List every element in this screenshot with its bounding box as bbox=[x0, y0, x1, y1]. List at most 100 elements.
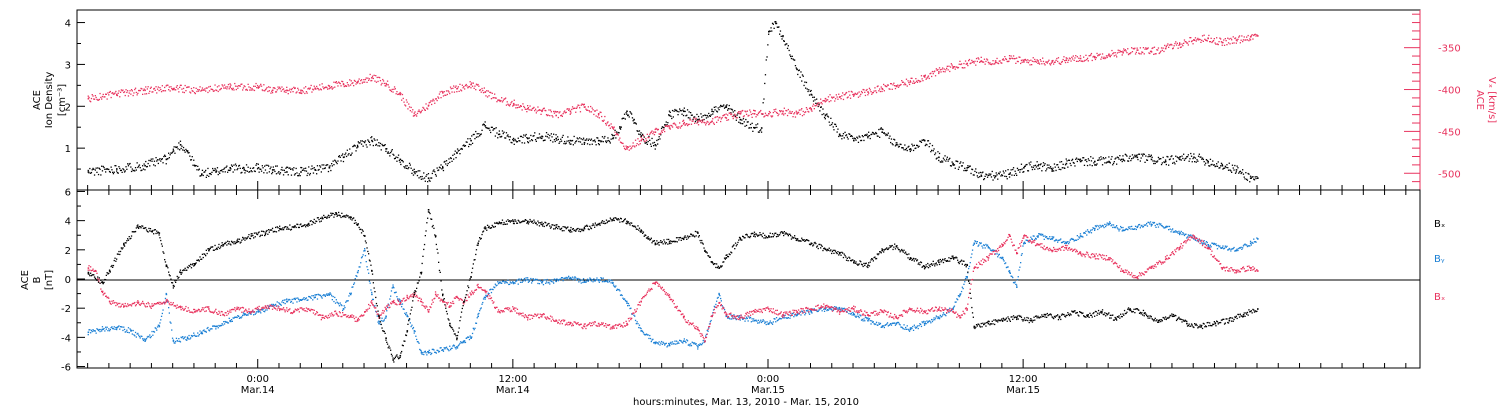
by-point bbox=[838, 306, 841, 309]
by-point bbox=[775, 321, 777, 323]
by-point bbox=[1201, 243, 1204, 245]
by-point bbox=[875, 323, 877, 325]
by-point bbox=[760, 319, 762, 321]
density-point bbox=[442, 165, 444, 168]
by-point bbox=[904, 328, 906, 330]
vx-point bbox=[163, 90, 165, 92]
by-point bbox=[324, 295, 326, 297]
density-point bbox=[812, 96, 814, 98]
density-point bbox=[561, 136, 563, 138]
by-point bbox=[558, 279, 560, 281]
by-point bbox=[1010, 275, 1012, 277]
vx-point bbox=[408, 103, 410, 105]
density-point bbox=[279, 173, 281, 175]
vx-point bbox=[1064, 61, 1067, 64]
vx-point bbox=[231, 89, 233, 91]
vx-point bbox=[945, 69, 947, 71]
by-point bbox=[581, 279, 583, 281]
density-point bbox=[427, 181, 429, 183]
vx-point bbox=[554, 110, 556, 113]
by-point bbox=[575, 279, 578, 281]
density-point bbox=[1166, 155, 1168, 158]
by-point bbox=[122, 329, 124, 332]
vx-point bbox=[653, 131, 655, 133]
vx-point bbox=[1120, 51, 1122, 53]
by-point bbox=[134, 331, 137, 334]
vx-point bbox=[793, 113, 795, 115]
vx-point bbox=[1233, 42, 1235, 44]
vx-point bbox=[1232, 36, 1234, 38]
by-point bbox=[455, 348, 457, 350]
density-point bbox=[932, 150, 934, 152]
density-point bbox=[476, 133, 478, 135]
vx-point bbox=[200, 90, 202, 92]
by-point bbox=[957, 295, 960, 297]
vx-point bbox=[182, 91, 184, 93]
by-point bbox=[1055, 238, 1057, 241]
vx-point bbox=[243, 85, 245, 87]
density-point bbox=[362, 145, 364, 147]
vx-point bbox=[254, 85, 256, 87]
by-point bbox=[1231, 248, 1234, 250]
density-point bbox=[574, 142, 576, 144]
vx-point bbox=[1032, 57, 1034, 59]
density-point bbox=[1028, 162, 1030, 164]
vx-point bbox=[934, 75, 937, 77]
density-point bbox=[416, 171, 418, 173]
vx-point bbox=[292, 91, 294, 93]
density-point bbox=[167, 158, 169, 160]
density-point bbox=[1059, 161, 1061, 163]
vx-point bbox=[919, 81, 921, 83]
density-point bbox=[458, 149, 460, 151]
vx-point bbox=[589, 111, 591, 113]
density-point bbox=[959, 162, 961, 164]
by-point bbox=[253, 314, 255, 316]
density-point bbox=[1195, 161, 1197, 163]
by-point bbox=[119, 326, 122, 328]
density-point bbox=[471, 142, 474, 144]
density-point bbox=[1101, 158, 1103, 160]
vx-point bbox=[277, 86, 279, 88]
density-point bbox=[560, 140, 563, 142]
density-point bbox=[129, 162, 131, 165]
vx-point bbox=[102, 93, 104, 96]
by-point bbox=[679, 339, 681, 341]
density-point bbox=[102, 165, 104, 168]
by-point bbox=[308, 296, 311, 298]
by-point bbox=[657, 343, 659, 345]
density-point bbox=[666, 124, 668, 126]
density-point bbox=[448, 158, 450, 160]
vx-point bbox=[760, 109, 762, 112]
density-point bbox=[1221, 163, 1223, 166]
by-anchor-point bbox=[640, 330, 642, 332]
density-point bbox=[475, 136, 478, 138]
vx-point bbox=[848, 90, 850, 93]
by-point bbox=[1153, 222, 1155, 224]
density-anchor-point bbox=[1079, 160, 1082, 163]
vx-point bbox=[852, 93, 854, 96]
vx-point bbox=[405, 99, 408, 101]
density-point bbox=[760, 131, 763, 133]
by-point bbox=[1100, 226, 1102, 228]
by-point bbox=[700, 344, 702, 346]
density-point bbox=[793, 59, 795, 61]
vx-point bbox=[859, 95, 861, 97]
vx-anchor-point bbox=[1008, 57, 1011, 60]
density-point bbox=[1049, 166, 1052, 168]
density-point bbox=[990, 173, 992, 175]
vx-point bbox=[471, 82, 473, 84]
density-point bbox=[995, 172, 997, 174]
by-point bbox=[486, 294, 489, 297]
by-point bbox=[211, 328, 213, 330]
vx-point bbox=[1246, 36, 1248, 38]
by-point bbox=[436, 349, 438, 351]
density-point bbox=[551, 136, 553, 138]
by-point bbox=[452, 345, 454, 347]
by-point bbox=[606, 280, 608, 283]
by-point bbox=[972, 244, 974, 246]
by-point bbox=[651, 339, 653, 341]
density-point bbox=[624, 118, 626, 120]
by-point bbox=[624, 299, 626, 302]
vx-point bbox=[142, 93, 144, 95]
vx-point bbox=[431, 100, 433, 102]
